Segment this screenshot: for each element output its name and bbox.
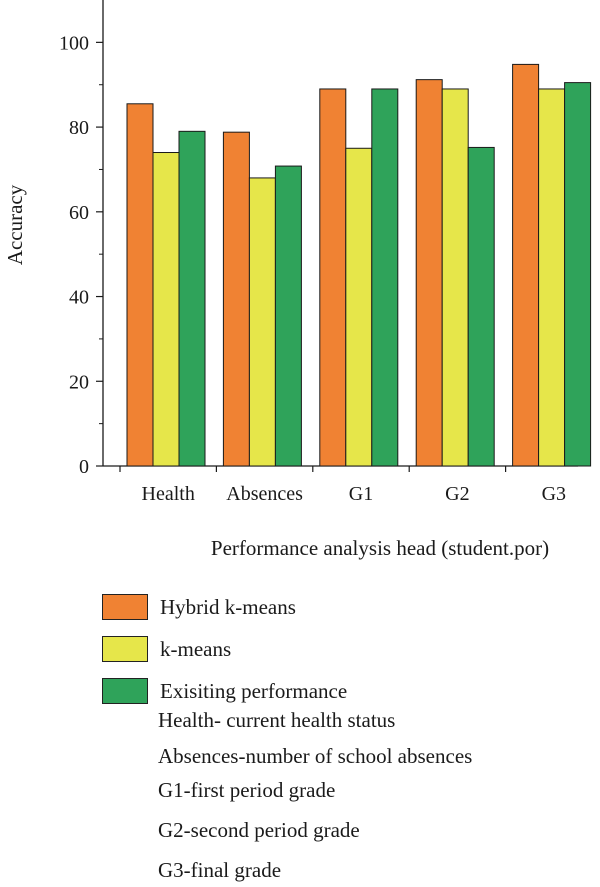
note-absences: Absences-number of school absences xyxy=(158,744,473,768)
legend-item-existing-performance: Exisiting performance xyxy=(102,670,347,712)
legend-label: Hybrid k-means xyxy=(160,594,296,619)
note-g2: G2-second period grade xyxy=(158,818,360,842)
bar-exisiting-performance-g1 xyxy=(371,88,399,467)
bar-hybrid-k-means-g1 xyxy=(319,88,347,467)
bar-hybrid-k-means-absences xyxy=(222,131,250,467)
y-tick-label: 20 xyxy=(69,371,89,393)
bar-exisiting-performance-g2 xyxy=(467,146,495,467)
legend-item-hybrid-k-means: Hybrid k-means xyxy=(102,586,347,628)
bar-hybrid-k-means-health xyxy=(126,103,154,467)
note-health: Health- current health status xyxy=(158,708,396,732)
y-tick-label: 100 xyxy=(59,32,89,54)
x-tick-label: G1 xyxy=(349,483,373,505)
x-tick-label: G3 xyxy=(542,483,566,505)
note-g3: G3-final grade xyxy=(158,858,282,882)
legend-swatch-k-means xyxy=(102,636,148,662)
note-g1: G1-first period grade xyxy=(158,778,336,802)
bar-hybrid-k-means-g2 xyxy=(415,79,443,467)
x-tick-label: Absences xyxy=(226,483,303,505)
legend-swatch-hybrid-k-means xyxy=(102,594,148,620)
bar-exisiting-performance-health xyxy=(178,130,206,467)
bar-k-means-g3 xyxy=(538,88,566,467)
x-tick-label: Health xyxy=(142,483,195,505)
chart-bars xyxy=(126,63,592,467)
y-tick-label: 60 xyxy=(69,202,89,224)
legend-item-k-means: k-means xyxy=(102,628,347,670)
bar-exisiting-performance-g3 xyxy=(564,82,592,467)
y-tick-label: 0 xyxy=(79,456,89,478)
bar-k-means-health xyxy=(152,152,180,467)
y-tick-label: 40 xyxy=(69,287,89,309)
y-axis-label: Accuracy xyxy=(3,184,27,265)
bar-hybrid-k-means-g3 xyxy=(512,63,540,467)
legend-label: Exisiting performance xyxy=(160,678,348,703)
legend-swatch-existing-performance xyxy=(102,678,148,704)
legend-label: k-means xyxy=(160,636,232,661)
bar-k-means-absences xyxy=(248,177,276,467)
chart-ticks: 0 20 40 60 80 100 Health Absences G1 G2 G3 xyxy=(59,32,566,505)
bar-k-means-g1 xyxy=(345,147,373,467)
x-axis-label: Performance analysis head (student.por) xyxy=(211,536,549,560)
bar-exisiting-performance-absences xyxy=(274,165,302,467)
bar-chart: 0 20 40 60 80 100 Health Absences G1 G2 G3 Accurac… xyxy=(3,0,592,560)
legend: Hybrid k-means k-means Exisiting perform… xyxy=(102,586,347,712)
bar-k-means-g2 xyxy=(441,88,469,467)
y-tick-label: 80 xyxy=(69,117,89,139)
x-tick-label: G2 xyxy=(445,483,469,505)
